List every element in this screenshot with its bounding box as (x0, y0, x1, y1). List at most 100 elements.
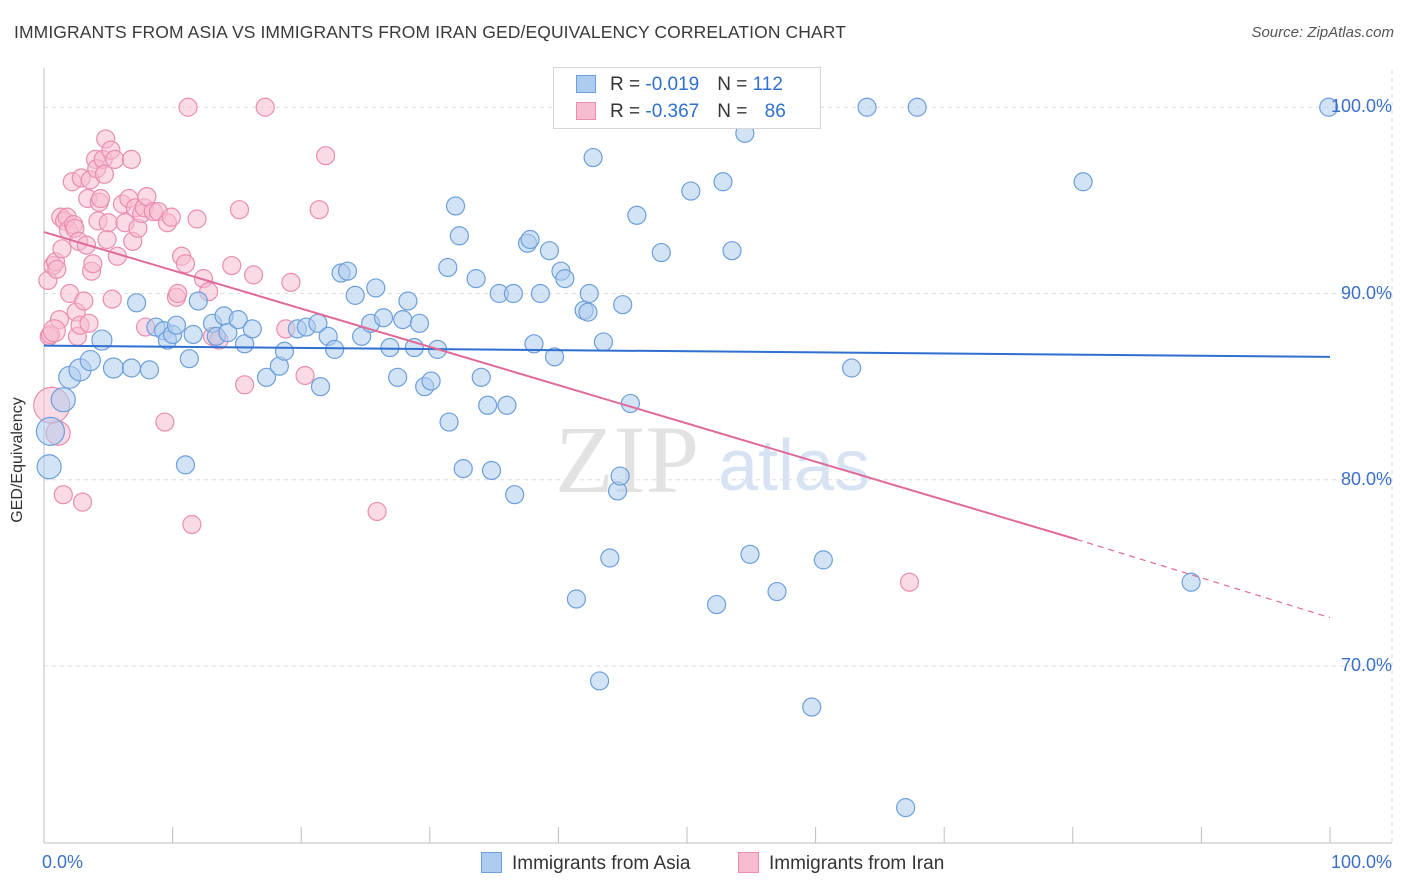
y-tick-label: 80.0% (1340, 468, 1392, 489)
stats-row-asia: R = -0.019 N = 112 (576, 74, 783, 100)
data-point (579, 283, 599, 304)
asia-swatch-icon (576, 75, 596, 93)
data-point (681, 181, 701, 201)
data-point (175, 455, 196, 475)
data-point (767, 581, 787, 602)
data-point (439, 412, 459, 432)
data-point (471, 367, 491, 387)
data-point (155, 412, 175, 432)
data-point (102, 357, 125, 379)
data-point (520, 229, 540, 250)
data-point (740, 544, 760, 564)
data-point (539, 241, 559, 261)
data-point (35, 416, 66, 446)
data-point (337, 261, 358, 281)
data-point (256, 367, 277, 387)
y-tick-label: 100.0% (1330, 96, 1392, 117)
r-label: R = (610, 74, 646, 95)
data-point (366, 278, 386, 298)
data-point (47, 259, 67, 279)
data-point (178, 97, 198, 117)
data-point (50, 387, 76, 413)
data-point (530, 283, 550, 304)
iran-trend-extension (1076, 538, 1331, 619)
data-point (706, 594, 727, 615)
data-point (524, 334, 544, 354)
n-label: N = (717, 74, 753, 95)
data-point (244, 265, 264, 285)
data-point (367, 501, 387, 522)
data-point (899, 572, 920, 592)
stats-row-iran: R = -0.367 N = 86 (576, 101, 786, 127)
trend-lines (43, 231, 1331, 619)
data-point (94, 164, 115, 184)
data-point (218, 323, 238, 343)
data-point (600, 548, 620, 568)
asia-trend-line (43, 344, 1331, 358)
data-point (139, 360, 160, 380)
data-point (578, 302, 598, 322)
data-point (453, 459, 473, 479)
data-point (98, 213, 118, 233)
x-tick-label-min: 0.0% (42, 852, 84, 872)
data-point (449, 226, 469, 246)
data-point (388, 367, 408, 387)
asia-legend-swatch-icon (481, 852, 502, 873)
data-point (1319, 97, 1339, 117)
data-point (79, 349, 101, 372)
data-point (91, 329, 113, 351)
data-point (90, 188, 111, 209)
data-point (555, 269, 575, 289)
data-point (627, 205, 647, 225)
data-point (72, 492, 93, 512)
y-axis-label: GED/Equivalency (9, 397, 26, 523)
data-point (102, 289, 122, 309)
data-point (97, 229, 117, 250)
data-point (566, 589, 587, 609)
legend-item-asia[interactable]: Immigrants from Asia (481, 852, 690, 875)
data-point (593, 332, 614, 352)
data-point (583, 147, 603, 168)
data-point (478, 395, 498, 415)
y-tick-label: 70.0% (1340, 655, 1392, 676)
data-point (309, 200, 329, 220)
data-point (235, 375, 255, 395)
data-point (53, 485, 73, 505)
data-point (255, 97, 275, 117)
data-point (466, 269, 486, 289)
data-point (503, 283, 523, 304)
data-point (295, 365, 315, 386)
data-point (310, 377, 331, 397)
data-point (79, 313, 99, 333)
asia-r-value: -0.019 (645, 74, 700, 95)
legend-item-iran[interactable]: Immigrants from Iran (738, 852, 944, 875)
data-point (183, 324, 203, 345)
data-point (316, 146, 336, 166)
data-point (1181, 572, 1201, 592)
data-point (274, 341, 295, 361)
legend-label-asia: Immigrants from Asia (512, 853, 691, 874)
data-point (481, 460, 502, 481)
data-point (438, 257, 458, 278)
data-point (544, 347, 565, 367)
data-point (188, 291, 208, 311)
iran-r-value: -0.367 (645, 101, 700, 122)
n-label: N = (717, 101, 753, 122)
data-point (722, 241, 742, 261)
asia-points (35, 97, 1339, 818)
legend-label-iran: Immigrants from Iran (769, 853, 945, 874)
watermark: ZIP atlas (555, 406, 870, 513)
data-point (105, 149, 125, 170)
data-point (126, 293, 147, 313)
data-point (813, 550, 833, 570)
iran-legend-swatch-icon (738, 852, 759, 873)
data-point (842, 358, 862, 378)
data-point (589, 671, 610, 691)
data-point (1073, 172, 1093, 192)
data-point (187, 209, 207, 229)
iran-swatch-icon (576, 102, 596, 120)
data-point (896, 798, 916, 818)
data-point (74, 291, 94, 311)
data-point (36, 454, 62, 480)
data-point (242, 319, 262, 339)
